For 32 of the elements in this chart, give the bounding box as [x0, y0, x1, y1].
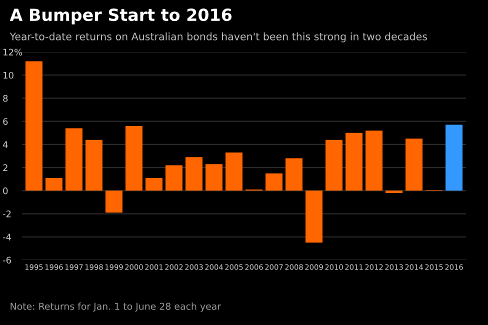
bar [366, 130, 383, 191]
bar [165, 165, 182, 191]
y-tick-label: 2 [3, 164, 8, 171]
bar [125, 126, 142, 191]
bar [45, 178, 62, 191]
bar [205, 164, 222, 191]
bar [65, 128, 82, 191]
bar [105, 190, 122, 213]
bar [406, 138, 423, 191]
bar [266, 173, 283, 191]
y-tick-label: -4 [2, 234, 12, 240]
bar [225, 152, 242, 191]
chart-title: A Bumper Start to 2016 [10, 8, 232, 24]
y-tick-label: 6 [3, 118, 8, 125]
y-tick-label: -6 [2, 256, 11, 264]
y-tick-label: -2 [2, 210, 11, 218]
chart-subtitle: Year-to-date returns on Australian bonds haven't been this strong in two decades [10, 32, 427, 42]
bar [85, 140, 102, 191]
bar [286, 158, 303, 191]
y-tick-label: 12% [4, 48, 22, 56]
y-tick-label: 0 [3, 187, 8, 194]
bar [326, 140, 343, 191]
y-tick-label: 10 [4, 72, 14, 79]
bar [145, 178, 162, 191]
bar [185, 157, 202, 191]
text: Note: Returns for Jan. 1 to June 28 each year [10, 302, 222, 312]
y-tick-label: 8 [3, 94, 8, 102]
bar [346, 132, 363, 191]
y-tick-label: 4 [2, 141, 8, 148]
bar [446, 124, 463, 191]
bar [306, 190, 323, 243]
bar [25, 61, 42, 191]
